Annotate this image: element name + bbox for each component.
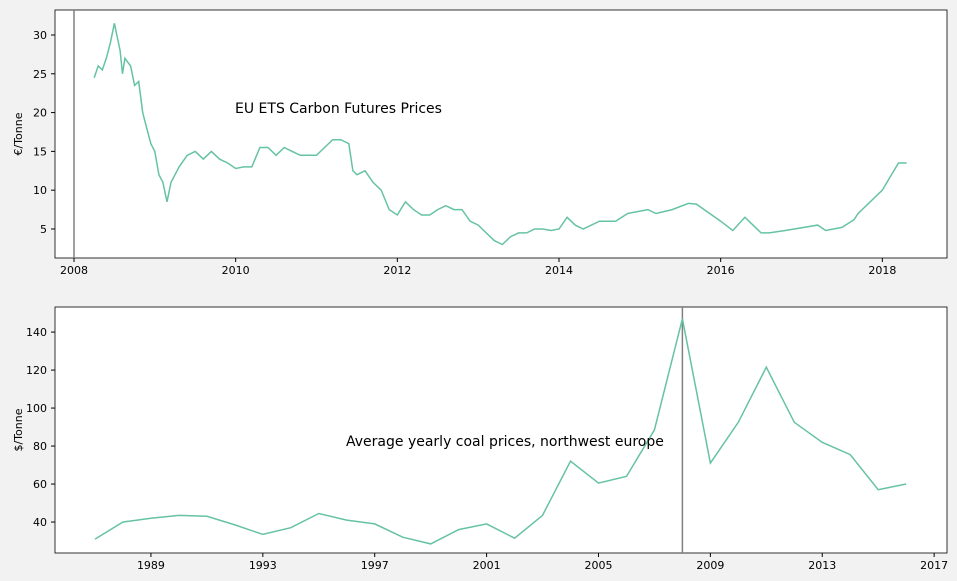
y-tick-label: 120	[26, 364, 47, 377]
y-tick-label: 15	[33, 145, 47, 158]
x-tick-label: 2012	[383, 264, 411, 277]
y-tick-label: 30	[33, 29, 47, 42]
y-tick-label: 140	[26, 326, 47, 339]
x-tick-label: 2008	[60, 264, 88, 277]
plot-area	[54, 306, 948, 554]
data-line	[94, 318, 907, 545]
y-tick-label: 20	[33, 107, 47, 120]
x-tick-label: 2014	[545, 264, 573, 277]
y-tick-label: 100	[26, 402, 47, 415]
annotation: EU ETS Carbon Futures Prices	[235, 101, 442, 117]
x-tick-label: 1993	[249, 559, 277, 572]
x-tick-label: 2016	[707, 264, 735, 277]
y-axis-label: $/Tonne	[12, 408, 25, 451]
x-tick-label: 2013	[808, 559, 836, 572]
x-tick-label: 2009	[696, 559, 724, 572]
y-axis-label: €/Tonne	[12, 112, 25, 155]
x-tick-label: 2017	[920, 559, 948, 572]
y-tick-label: 60	[33, 478, 47, 491]
x-tick-label: 2001	[473, 559, 501, 572]
plot-area	[54, 9, 948, 259]
y-tick-label: 25	[33, 68, 47, 81]
x-tick-label: 1997	[361, 559, 389, 572]
data-line	[93, 23, 907, 246]
y-tick-label: 10	[33, 184, 47, 197]
x-tick-label: 2005	[584, 559, 612, 572]
x-tick-label: 1989	[137, 559, 165, 572]
annotation: Average yearly coal prices, northwest eu…	[346, 434, 664, 450]
y-tick-label: 40	[33, 516, 47, 529]
y-tick-label: 80	[33, 440, 47, 453]
x-tick-label: 2010	[222, 264, 250, 277]
y-tick-label: 5	[40, 223, 47, 236]
x-tick-label: 2018	[868, 264, 896, 277]
